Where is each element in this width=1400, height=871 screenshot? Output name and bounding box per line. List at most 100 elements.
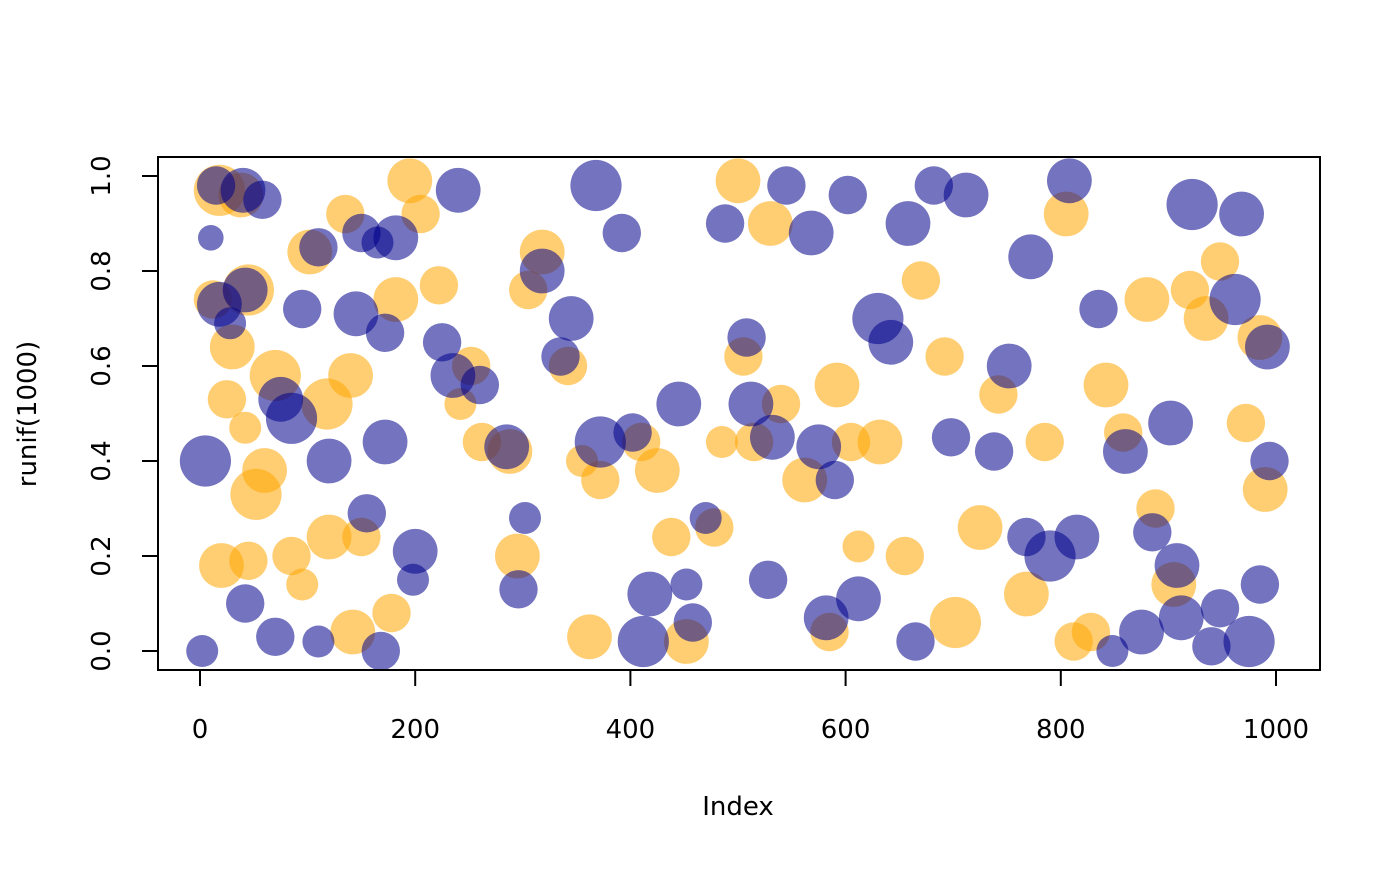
data-point-blue-79 [1154,543,1200,588]
data-point-blue-17 [365,313,405,352]
data-point-blue-7 [214,307,247,340]
data-point-orange-52 [842,530,875,563]
data-point-blue-35 [541,337,580,376]
data-point-blue-46 [689,502,722,534]
data-point-blue-52 [767,166,806,205]
data-point-orange-16 [372,593,411,633]
data-point-blue-44 [670,568,703,601]
data-point-orange-55 [901,261,941,300]
data-point-blue-48 [727,318,766,357]
data-point-blue-40 [613,413,652,452]
data-point-orange-60 [1004,571,1049,617]
y-tick-label: 0.2 [87,535,117,576]
data-point-blue-49 [728,381,774,427]
data-point-blue-5 [243,180,282,219]
y-tick-label: 0.4 [87,440,117,481]
data-point-blue-38 [574,416,626,468]
x-axis-ticks: 0 200 400 600 800 1000 [192,670,1309,745]
data-point-orange-35 [581,460,620,500]
data-point-orange-73 [1226,403,1266,443]
data-point-orange-50 [814,362,860,408]
data-point-orange-46 [747,201,793,246]
data-point-blue-60 [868,319,914,365]
data-point-blue-18 [373,215,419,261]
data-point-blue-34 [519,248,565,294]
data-point-blue-47 [705,204,745,243]
y-axis: 0.0 0.2 0.4 0.6 0.8 1.0 [87,155,159,672]
x-tick-label: 0 [192,715,209,745]
data-point-orange-22 [387,158,433,204]
data-point-orange-43 [715,158,761,204]
data-point-orange-25 [419,266,459,305]
data-point-blue-43 [656,381,702,427]
data-point-blue-72 [1054,514,1100,560]
data-point-blue-77 [1133,513,1172,552]
data-point-blue-56 [815,460,854,500]
data-point-blue-78 [1148,400,1193,446]
data-point-blue-37 [570,159,622,212]
data-point-blue-57 [828,175,867,215]
data-point-blue-8 [222,267,268,313]
data-point-orange-61 [1025,422,1064,462]
data-point-blue-1 [179,435,231,487]
data-point-orange-54 [885,536,924,576]
data-point-orange-24 [373,277,419,322]
data-point-blue-53 [788,210,834,256]
data-point-blue-39 [602,213,641,253]
data-point-blue-87 [1240,565,1280,604]
x-tick-label: 200 [390,715,440,745]
data-point-blue-84 [1209,273,1261,326]
data-point-orange-7 [229,411,262,444]
x-tick-label: 800 [1036,715,1086,745]
data-point-orange-11 [229,541,268,580]
x-axis: 0 200 400 600 800 1000 [192,669,1309,745]
data-point-blue-88 [1245,324,1290,370]
data-point-blue-63 [914,166,953,205]
data-point-blue-50 [748,560,788,599]
data-point-blue-36 [548,296,594,341]
data-point-blue-85 [1219,191,1264,237]
data-point-orange-47 [761,384,801,424]
x-tick-label: 600 [821,715,871,745]
data-point-blue-82 [1192,627,1231,666]
data-point-blue-42 [617,615,669,668]
data-point-blue-83 [1200,589,1240,628]
data-point-blue-33 [509,502,541,534]
data-point-orange-13 [286,568,319,601]
data-point-blue-0 [186,635,219,667]
data-point-blue-21 [361,631,400,671]
data-point-blue-67 [986,343,1032,389]
data-point-blue-75 [1103,429,1148,474]
y-tick-label: 0.8 [87,250,117,291]
data-point-blue-41 [627,571,673,617]
data-point-orange-65 [1083,362,1129,408]
data-point-blue-45 [673,603,712,642]
data-point-orange-40 [652,517,691,557]
data-point-orange-62 [1043,191,1089,237]
data-point-orange-14 [306,514,352,560]
data-point-blue-11 [283,289,322,329]
data-point-blue-31 [484,424,530,470]
data-point-orange-56 [925,337,964,376]
data-point-blue-27 [435,167,481,213]
data-point-blue-73 [1079,289,1118,329]
x-axis-title: Index [702,792,774,822]
data-point-blue-58 [836,576,881,622]
y-axis-ticks: 0.0 0.2 0.4 0.6 0.8 1.0 [87,155,158,672]
data-point-blue-74 [1096,635,1129,667]
points-layer [179,158,1290,671]
data-point-blue-65 [943,172,989,218]
y-tick-label: 0.0 [87,630,117,671]
data-point-blue-81 [1166,178,1218,231]
data-point-orange-6 [207,380,247,419]
data-point-orange-9 [230,468,282,520]
y-tick-label: 0.6 [87,345,117,386]
x-tick-label: 400 [606,715,656,745]
data-point-blue-54 [796,424,842,470]
data-point-orange-57 [929,596,982,649]
data-point-blue-66 [974,432,1014,471]
data-point-blue-32 [499,570,538,609]
data-point-blue-3 [198,225,224,251]
